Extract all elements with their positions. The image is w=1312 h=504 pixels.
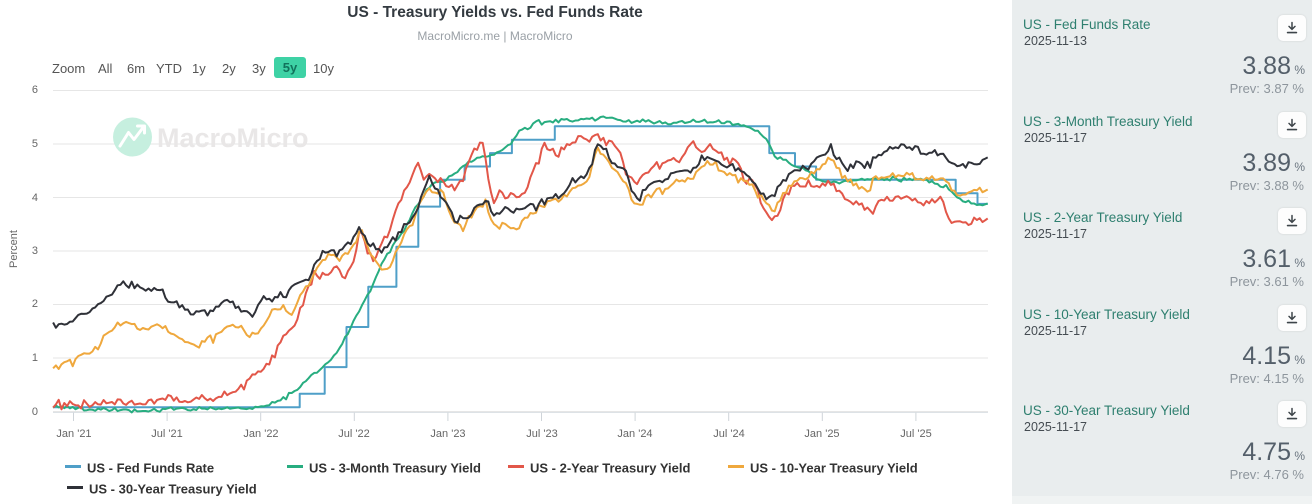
- svg-text:MacroMicro: MacroMicro: [157, 123, 309, 153]
